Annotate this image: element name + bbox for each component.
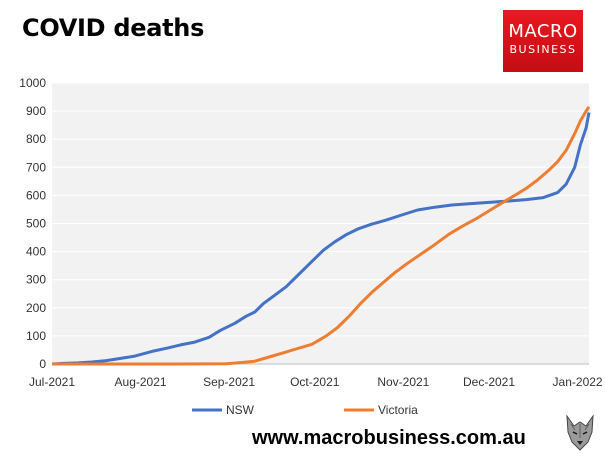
y-tick-label: 1000	[19, 76, 46, 90]
y-tick-label: 900	[26, 104, 46, 118]
y-tick-label: 100	[26, 329, 46, 343]
logo-line-2: BUSINESS	[509, 43, 577, 56]
y-axis-ticks: 0 100 200 300 400 500 600 700 800 900 1000	[19, 76, 46, 371]
y-tick-label: 700	[26, 160, 46, 174]
x-tick-label: Aug-2021	[115, 375, 167, 389]
x-tick-label: Sep-2021	[203, 375, 255, 389]
x-axis-ticks: Jul-2021 Aug-2021 Sep-2021 Oct-2021 Nov-2021…	[29, 375, 603, 389]
x-tick-label: Oct-2021	[290, 375, 340, 389]
y-tick-label: 800	[26, 132, 46, 146]
legend-label: NSW	[226, 403, 255, 417]
y-tick-label: 600	[26, 188, 46, 202]
chart-title: COVID deaths	[22, 14, 205, 42]
website-url: www.macrobusiness.com.au	[252, 427, 526, 449]
x-tick-label: Nov-2021	[377, 375, 429, 389]
x-tick-label: Jul-2021	[29, 375, 75, 389]
wolf-logo-icon	[562, 410, 598, 454]
series-line-victoria	[52, 106, 591, 366]
x-tick-label: Dec-2021	[463, 375, 515, 389]
y-tick-label: 0	[39, 357, 46, 371]
logo-line-1: MACRO	[508, 21, 578, 42]
y-tick-label: 500	[26, 217, 46, 231]
legend: NSW Victoria	[192, 403, 418, 417]
y-tick-label: 200	[26, 301, 46, 315]
legend-label: Victoria	[378, 403, 418, 417]
y-tick-label: 300	[26, 273, 46, 287]
series-lines	[51, 106, 591, 366]
series-line-nsw	[51, 112, 591, 366]
y-tick-label: 400	[26, 245, 46, 259]
x-tick-label: Jan-2022	[553, 375, 603, 389]
macrobusiness-logo: MACRO BUSINESS	[503, 10, 583, 72]
